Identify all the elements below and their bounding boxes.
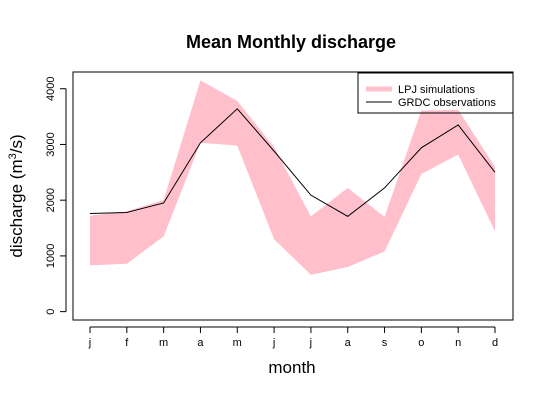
y-tick-label: 2000 xyxy=(45,188,57,212)
x-tick-label: j xyxy=(309,337,312,349)
y-axis-title-superscript: 3 xyxy=(7,153,19,159)
x-tick-label: n xyxy=(455,337,461,349)
lpj-simulation-band xyxy=(90,80,495,275)
x-tick-label: j xyxy=(88,337,91,349)
x-tick-label: m xyxy=(233,337,242,349)
x-tick-label: m xyxy=(159,337,168,349)
y-axis-title-tail: /s) xyxy=(7,134,26,153)
plot-frame xyxy=(72,71,514,321)
chart-title: Mean Monthly discharge xyxy=(186,32,396,52)
y-axis-title-main: discharge (m xyxy=(7,159,26,257)
x-tick-label: f xyxy=(125,337,129,349)
x-tick-label: a xyxy=(345,337,352,349)
x-axis-title: month xyxy=(268,358,315,377)
legend: LPJ simulations GRDC observations xyxy=(357,72,514,114)
y-tick-label: 3000 xyxy=(45,132,57,156)
y-axis: 0 1000 2000 3000 4000 xyxy=(45,76,67,315)
grdc-observation-line xyxy=(89,108,496,217)
legend-label-lpj: LPJ simulations xyxy=(398,84,476,96)
legend-label-grdc: GRDC observations xyxy=(398,97,496,109)
y-axis-title: discharge (m3/s) xyxy=(7,134,26,257)
plot-area xyxy=(89,80,496,275)
x-tick-label: s xyxy=(382,337,388,349)
y-tick-label: 4000 xyxy=(45,76,57,100)
x-tick-label: o xyxy=(418,337,424,349)
legend-box xyxy=(357,72,514,114)
x-tick-label: d xyxy=(492,337,498,349)
x-tick-label: j xyxy=(272,337,275,349)
y-tick-label: 0 xyxy=(45,309,57,315)
x-tick-label: a xyxy=(197,337,204,349)
y-tick-label: 1000 xyxy=(45,244,57,268)
